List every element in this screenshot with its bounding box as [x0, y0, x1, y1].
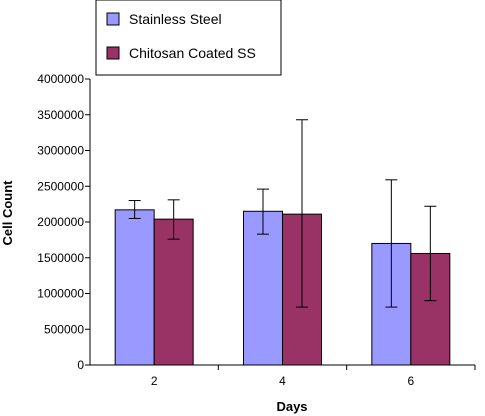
legend-label-stainless-steel: Stainless Steel: [129, 11, 222, 27]
x-tick-label: 6: [407, 374, 414, 388]
axes: 0 500000 1000000 1500000 2000000 2500000 30000…: [37, 72, 476, 388]
legend-frame: [95, 0, 282, 76]
y-tick-label: 3000000: [37, 144, 84, 158]
plot-area: [114, 119, 451, 366]
legend: Stainless Steel Chitosan Coated SS: [95, 0, 282, 76]
y-tick-label: 4000000: [37, 72, 84, 86]
x-tick-label: 2: [151, 374, 158, 388]
y-tick-label: 2000000: [37, 215, 84, 229]
x-tick-label: 4: [279, 374, 286, 388]
y-tick-label: 2500000: [37, 179, 84, 193]
y-tick-label: 3500000: [37, 108, 84, 122]
y-tick-label: 1500000: [37, 251, 84, 265]
y-axis-label: Cell Count: [0, 180, 15, 246]
bar-stainless-steel-day-2: [114, 209, 155, 366]
bar-chitosan-coated-ss-day-2: [153, 218, 194, 366]
y-tick-label: 1000000: [37, 287, 84, 301]
legend-swatch-chitosan-coated-ss: [106, 46, 120, 60]
legend-swatch-stainless-steel: [106, 12, 120, 26]
x-axis-label: Days: [276, 399, 307, 414]
legend-label-chitosan-coated-ss: Chitosan Coated SS: [129, 45, 256, 61]
y-tick-label: 0: [77, 358, 84, 372]
y-tick-label: 500000: [44, 322, 84, 336]
